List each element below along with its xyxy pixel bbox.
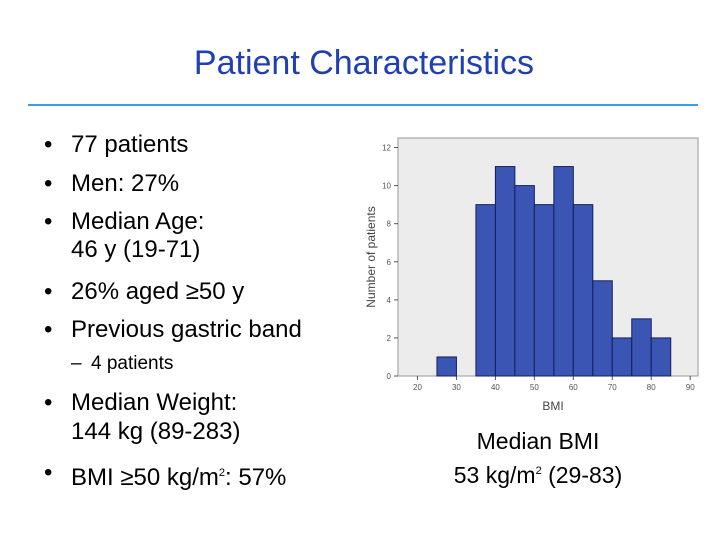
histogram-bar	[650, 337, 672, 377]
bullet-dot: •	[44, 459, 53, 486]
histogram-bar	[611, 337, 633, 377]
y-tick-label: 12	[382, 144, 391, 153]
x-tick-label: 40	[491, 383, 500, 392]
histogram-bar	[631, 318, 652, 377]
y-tick-label: 10	[382, 182, 391, 191]
slide-title: Patient Characteristics	[193, 44, 535, 82]
y-axis-label: Number of patients	[364, 206, 378, 307]
bullet-text: Men: 27%	[71, 170, 180, 197]
x-tick-label: 50	[530, 383, 539, 392]
bullet-dot: •	[44, 131, 53, 158]
bullet-dot: •	[44, 170, 53, 197]
sub-bullet-dash: –	[71, 353, 82, 374]
y-tick-label: 2	[387, 334, 392, 343]
x-axis-label: BMI	[542, 399, 563, 413]
bullet-dot: •	[44, 389, 53, 416]
bmi-50-prefix: BMI ≥50 kg/m	[71, 464, 219, 491]
bullet-text: BMI ≥50 kg/m2: 57%	[71, 459, 286, 492]
x-tick-label: 70	[608, 383, 617, 392]
median-bmi-value-suffix: (29-83)	[541, 462, 623, 488]
median-bmi-label: Median BMI	[476, 428, 600, 454]
bmi-50-sup: 2	[218, 467, 226, 479]
histogram-bar	[533, 204, 555, 377]
bmi-histogram: 0 2 4 6 8 10 12 20 30 40 50 60 70 80 90 BMI Number of pa…	[364, 137, 699, 413]
title-divider	[28, 104, 698, 106]
y-tick-label: 4	[387, 296, 392, 305]
bullet-text: Previous gastric band	[71, 316, 302, 343]
histogram-bar	[475, 204, 496, 377]
bullet-text: 26% aged ≥50 y	[71, 278, 245, 305]
median-bmi-value: 53 kg/m2 (29-83)	[418, 462, 658, 489]
histogram-bar	[592, 280, 613, 377]
bullet-dot: •	[44, 278, 53, 305]
x-tick-label: 60	[569, 383, 578, 392]
y-tick-label: 0	[387, 372, 392, 381]
bullet-text: 77 patients	[71, 131, 189, 158]
x-tick-label: 90	[686, 383, 695, 392]
bmi-50-suffix: : 57%	[225, 464, 287, 491]
bullet-dot: •	[44, 208, 53, 235]
median-bmi-sup: 2	[535, 465, 542, 477]
y-tick-label: 8	[387, 220, 392, 229]
histogram-bar	[514, 185, 535, 377]
x-tick-label: 20	[413, 383, 422, 392]
bullet-text-line2: 144 kg (89-283)	[71, 418, 241, 445]
histogram-bar	[572, 204, 594, 377]
bullet-text: Median Age:	[71, 208, 205, 235]
bullet-text: Median Weight:	[71, 389, 238, 416]
histogram-bar	[553, 166, 574, 377]
histogram-bar	[494, 166, 516, 377]
sub-bullet-text: 4 patients	[91, 353, 174, 374]
bullet-dot: •	[44, 316, 53, 343]
x-tick-label: 30	[452, 383, 461, 392]
histogram-bar	[436, 356, 457, 377]
bullet-text-line2: 46 y (19-71)	[71, 236, 201, 263]
y-tick-label: 6	[387, 258, 392, 267]
x-tick-label: 80	[647, 383, 656, 392]
median-bmi-value-prefix: 53 kg/m	[453, 462, 536, 488]
